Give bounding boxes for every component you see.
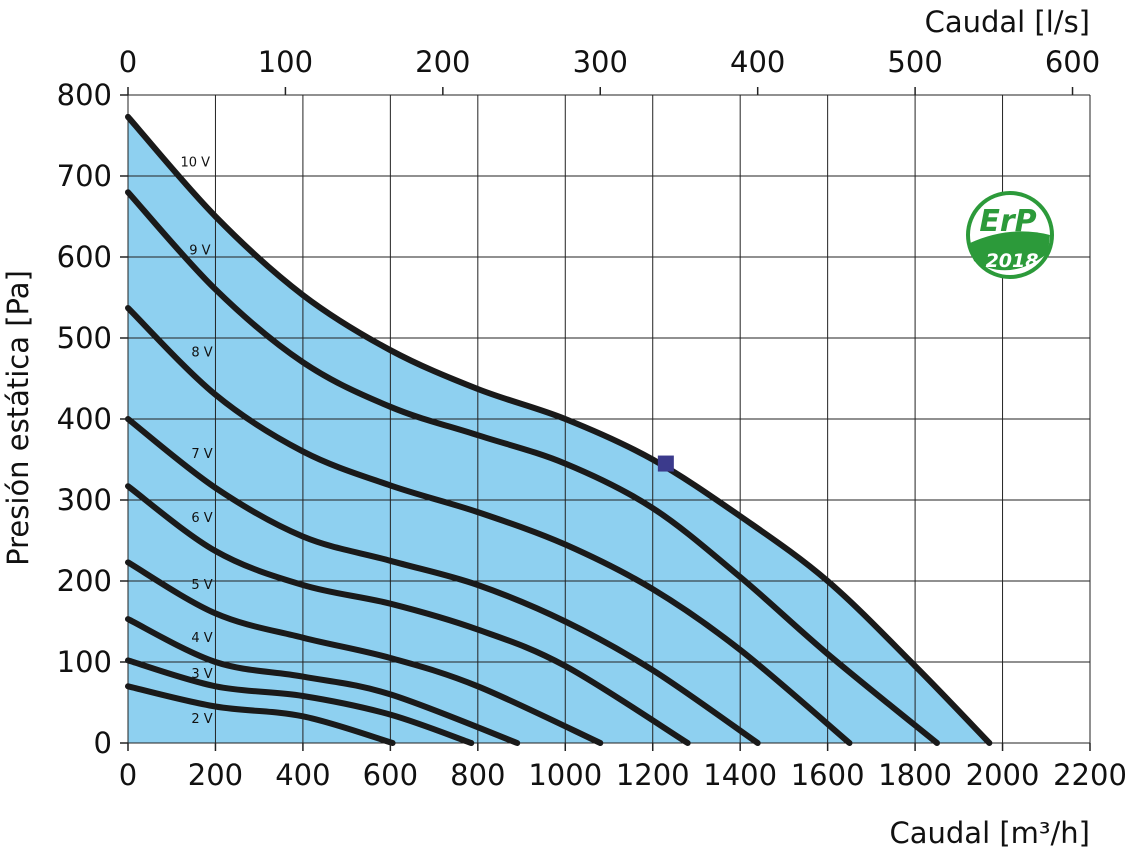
curve-10v [125, 113, 993, 746]
x-tick-label: 2200 [1053, 758, 1127, 792]
x-top-tick-label: 200 [415, 45, 470, 79]
x-tick-label: 600 [363, 758, 418, 792]
x-tick-label: 1800 [878, 758, 952, 792]
x-tick-label: 1200 [616, 758, 690, 792]
curve-8v [125, 305, 853, 746]
operating-point-marker [657, 455, 674, 472]
erp-badge-year: 2018 [986, 250, 1039, 272]
curve-label: 3 V [191, 667, 212, 682]
x-tick-label: 0 [119, 758, 137, 792]
curve-label: 2 V [191, 712, 212, 727]
y-tick-label: 300 [57, 483, 112, 517]
operating-area-fill [128, 116, 990, 743]
x-top-tick-label: 500 [887, 45, 942, 79]
curve-7v [125, 416, 761, 746]
y-tick-label: 800 [57, 78, 112, 112]
erp-2018-badge: ErP 2018 [966, 191, 1054, 279]
curve-label: 8 V [191, 346, 212, 361]
curve-label: 10 V [180, 155, 210, 170]
curve-label: 9 V [189, 244, 210, 259]
y-axis-title: Presión estática [Pa] [1, 270, 35, 566]
x-top-tick-label: 0 [119, 45, 137, 79]
x-tick-label: 1600 [791, 758, 865, 792]
operating-area [128, 116, 990, 743]
x-axis-title-bottom: Caudal [m³/h] [889, 816, 1090, 850]
y-tick-label: 600 [57, 240, 112, 274]
x-tick-label: 200 [188, 758, 243, 792]
curve-label: 4 V [191, 631, 212, 646]
curve-2v [125, 683, 396, 746]
y-tick-label: 0 [94, 726, 112, 760]
x-tick-label: 1000 [528, 758, 602, 792]
x-tick-label: 800 [450, 758, 505, 792]
curve-9v [125, 189, 940, 746]
x-tick-label: 1400 [703, 758, 777, 792]
x-top-tick-label: 100 [258, 45, 313, 79]
y-tick-label: 200 [57, 564, 112, 598]
x-axis-title-top: Caudal [l/s] [925, 5, 1090, 39]
curve-6v [125, 483, 691, 746]
x-top-tick-label: 300 [573, 45, 628, 79]
curve-labels: 10 V 9 V 8 V 7 V 6 V 5 V 4 V 3 V 2 V [180, 155, 674, 727]
curve-3v [125, 657, 475, 746]
voltage-curves [125, 113, 993, 746]
x-tick-label: 400 [275, 758, 330, 792]
x-tick-label: 2000 [966, 758, 1040, 792]
curve-label: 7 V [191, 447, 212, 462]
axis-ticks: 0 200 400 600 800 1000 1200 1400 1600 1800 2000 220… [57, 45, 1127, 792]
y-tick-label: 500 [57, 321, 112, 355]
y-tick-label: 400 [57, 402, 112, 436]
erp-badge-label: ErP [979, 204, 1036, 239]
y-tick-label: 700 [57, 159, 112, 193]
curve-label: 6 V [191, 511, 212, 526]
y-tick-label: 100 [57, 645, 112, 679]
curve-5v [125, 559, 604, 746]
x-top-tick-label: 600 [1045, 45, 1100, 79]
curve-4v [125, 616, 521, 746]
curve-label: 5 V [191, 578, 212, 593]
x-top-tick-label: 400 [730, 45, 785, 79]
